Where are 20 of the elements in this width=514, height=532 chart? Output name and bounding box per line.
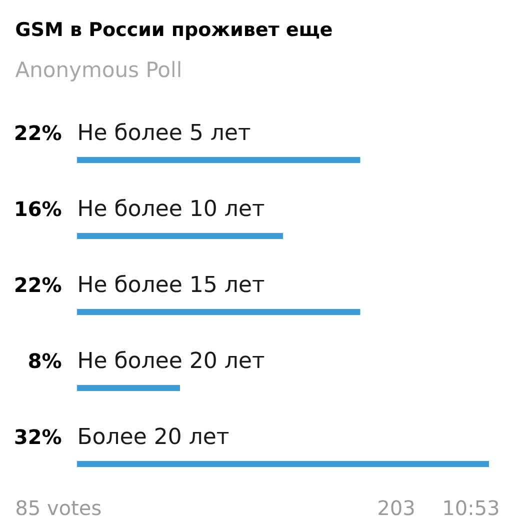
- data-label: 16%: [16, 201, 62, 216]
- y-tick-label: Более 20 лет: [79, 428, 229, 444]
- text: 203: [378, 500, 414, 516]
- data-label: 8%: [29, 353, 62, 368]
- bar: [77, 384, 180, 391]
- chart-title: GSM в России проживет еще: [16, 22, 332, 40]
- text: 10:53: [444, 500, 498, 516]
- bar: [77, 308, 360, 315]
- bar: [77, 233, 283, 239]
- data-label: 22%: [16, 277, 62, 292]
- data-label: 32%: [15, 429, 62, 444]
- chart-subtitle: Anonymous Poll: [15, 61, 180, 82]
- y-tick-label: Не более 15 лет: [79, 274, 264, 292]
- text: 85 votes: [16, 500, 101, 516]
- bar: [77, 157, 360, 163]
- y-tick-label: Не более 20 лет: [79, 350, 264, 368]
- y-tick-label: Не более 10 лет: [79, 198, 264, 216]
- bar: [77, 461, 489, 467]
- y-tick-label: Не более 5 лет: [79, 122, 250, 140]
- data-label: 22%: [16, 125, 62, 140]
